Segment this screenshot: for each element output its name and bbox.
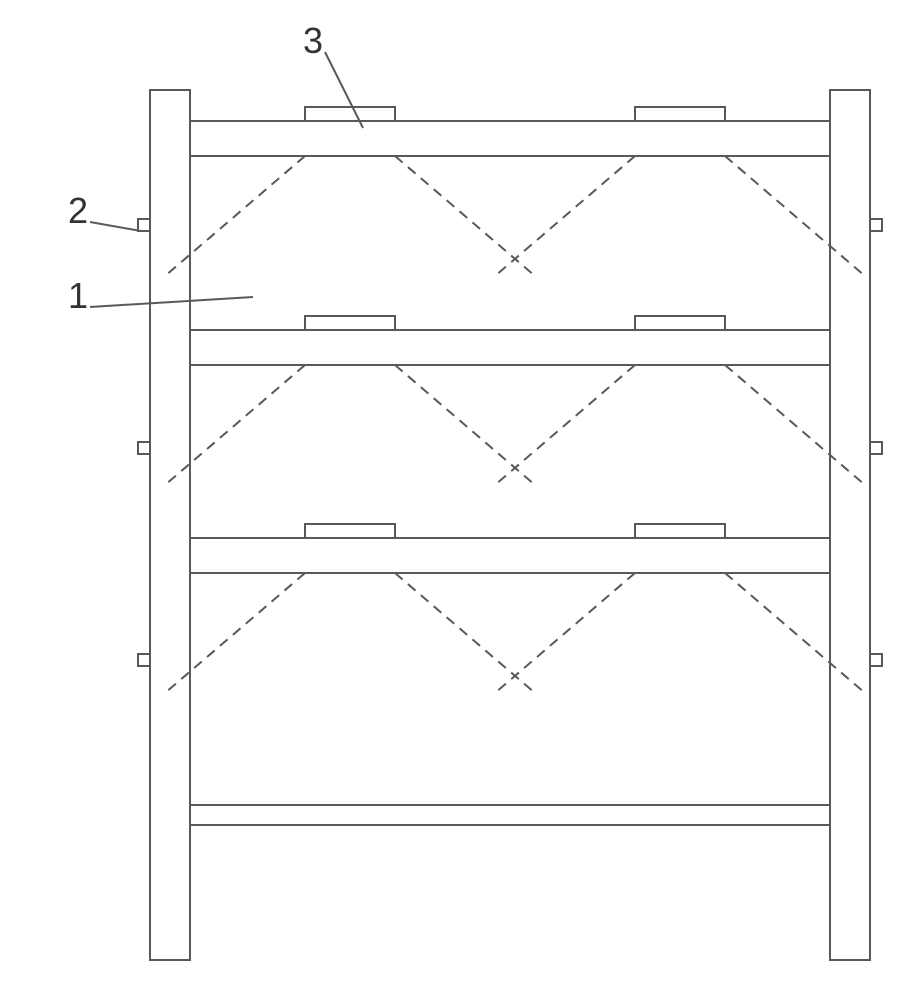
spray-left-3	[495, 365, 635, 485]
leader-2	[90, 222, 141, 231]
horizontal-bar-2	[190, 538, 830, 573]
peg-left-0	[138, 219, 150, 231]
callout-label-2: 2	[68, 190, 88, 232]
spray-left-1	[495, 156, 635, 276]
horizontal-bar-0	[190, 121, 830, 156]
right-post	[830, 90, 870, 960]
left-post	[150, 90, 190, 960]
peg-right-3	[870, 219, 882, 231]
diagram-stage: 3 2 1	[0, 0, 915, 1000]
drawing-canvas	[0, 0, 915, 1000]
nozzle-2	[305, 316, 395, 330]
spray-right-0	[395, 156, 535, 276]
horizontal-bar-1	[190, 330, 830, 365]
peg-left-2	[138, 654, 150, 666]
nozzle-0	[305, 107, 395, 121]
callout-label-1: 1	[68, 275, 88, 317]
nozzle-4	[305, 524, 395, 538]
nozzle-1	[635, 107, 725, 121]
peg-left-1	[138, 442, 150, 454]
nozzle-3	[635, 316, 725, 330]
peg-right-4	[870, 442, 882, 454]
spray-left-5	[495, 573, 635, 693]
peg-right-5	[870, 654, 882, 666]
callout-label-3: 3	[303, 20, 323, 62]
horizontal-bar-3	[190, 805, 830, 825]
nozzle-5	[635, 524, 725, 538]
spray-right-4	[395, 573, 535, 693]
spray-right-2	[395, 365, 535, 485]
